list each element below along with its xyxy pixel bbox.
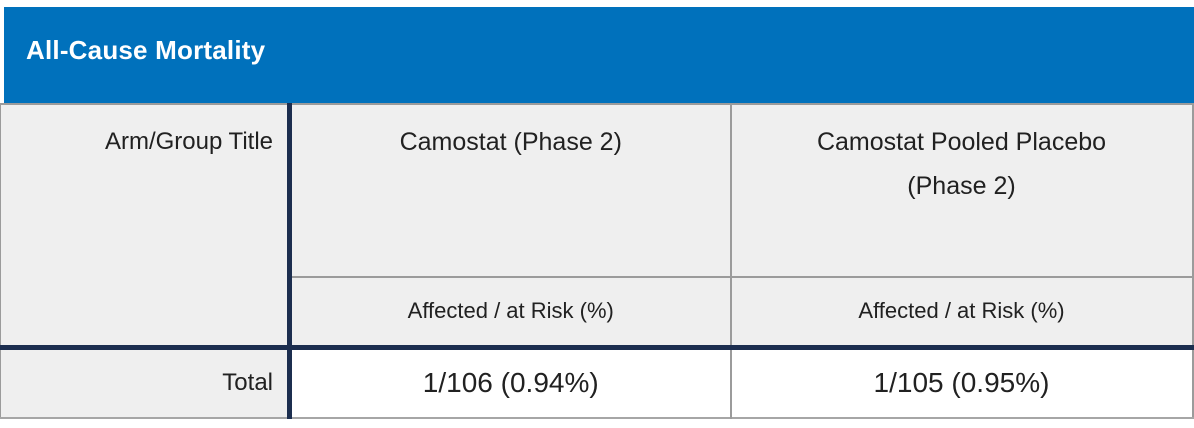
all-cause-mortality-table: Arm/Group Title Camostat (Phase 2) Camos… bbox=[0, 103, 1194, 419]
arm-title-cell-pooled-placebo: Camostat Pooled Placebo (Phase 2) bbox=[729, 104, 1193, 278]
arm-title-pooled-placebo: Camostat Pooled Placebo (Phase 2) bbox=[816, 128, 1107, 200]
subheader-row: Affected / at Risk (%) Affected / at Ris… bbox=[1, 277, 1193, 350]
arm-title-cell-camostat: Camostat (Phase 2) bbox=[289, 104, 731, 278]
total-value-camostat: 1/106 (0.94%) bbox=[289, 344, 731, 418]
subheader-pooled-placebo: Affected / at Risk (%) bbox=[729, 277, 1193, 350]
row-label-header-cell: Arm/Group Title bbox=[0, 104, 292, 350]
section-title-bar: All-Cause Mortality bbox=[4, 7, 1194, 103]
total-row: Total 1/106 (0.94%) 1/105 (0.95%) bbox=[0, 344, 1193, 418]
section-title: All-Cause Mortality bbox=[26, 34, 266, 65]
subheader-camostat: Affected / at Risk (%) bbox=[289, 277, 731, 350]
total-row-label: Total bbox=[0, 344, 292, 418]
arm-titles-row: Arm/Group Title Camostat (Phase 2) Camos… bbox=[0, 104, 1193, 350]
arm-title-camostat: Camostat (Phase 2) bbox=[399, 128, 622, 156]
total-value-pooled-placebo: 1/105 (0.95%) bbox=[729, 344, 1193, 418]
